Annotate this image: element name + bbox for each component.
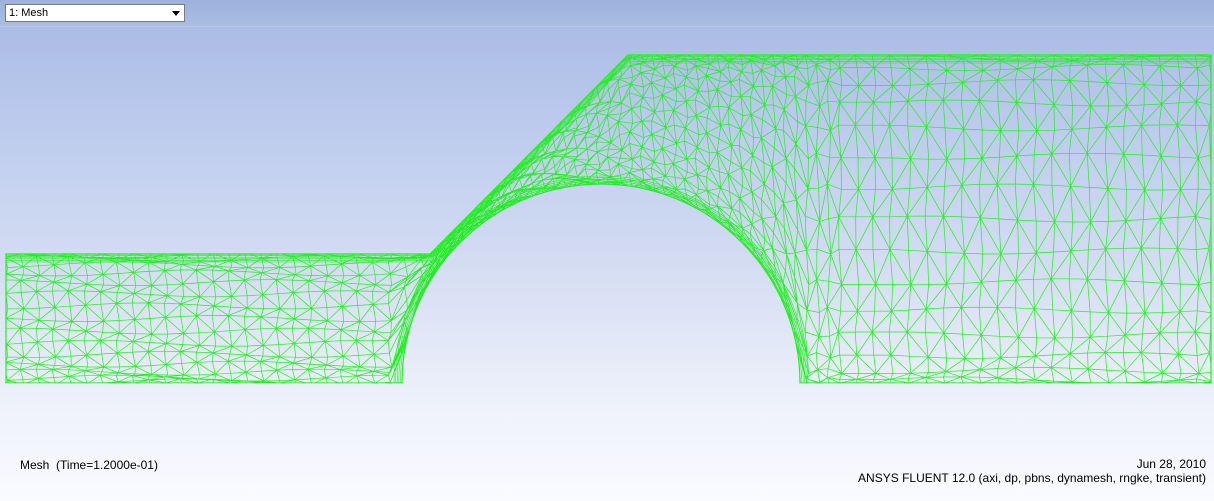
window-select-value: 1: Mesh xyxy=(9,7,49,19)
caption-time: (Time=1.2000e-01) xyxy=(56,458,158,472)
caption-left: Mesh (Time=1.2000e-01) xyxy=(20,458,158,472)
domain-outline xyxy=(5,54,1212,384)
caption-title: Mesh xyxy=(20,458,50,472)
caption-right: Jun 28, 2010 ANSYS FLUENT 12.0 (axi, dp,… xyxy=(858,457,1206,485)
mesh-cells xyxy=(6,55,1211,383)
window-select[interactable]: 1: Mesh xyxy=(5,4,185,22)
boundary-layer xyxy=(6,56,1211,383)
graphics-toolbar: 1: Mesh xyxy=(0,0,1214,27)
caption-software: ANSYS FLUENT 12.0 (axi, dp, pbns, dyname… xyxy=(858,471,1206,485)
caption-date: Jun 28, 2010 xyxy=(1136,457,1206,471)
chevron-down-icon[interactable] xyxy=(172,11,180,16)
